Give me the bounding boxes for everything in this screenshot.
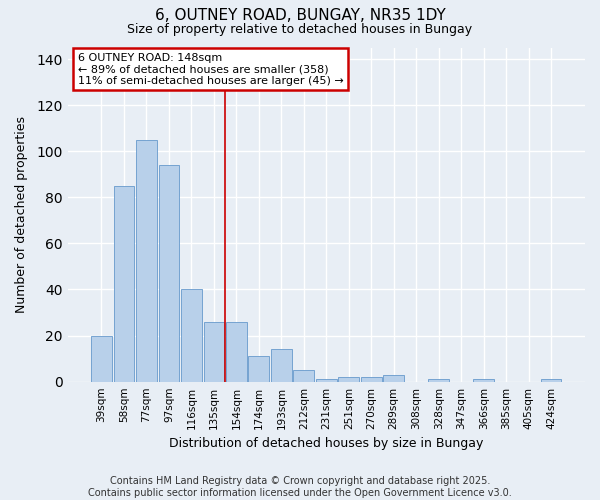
X-axis label: Distribution of detached houses by size in Bungay: Distribution of detached houses by size …: [169, 437, 484, 450]
Bar: [383, 375, 404, 382]
Bar: [203, 322, 224, 382]
Text: 6 OUTNEY ROAD: 148sqm
← 89% of detached houses are smaller (358)
11% of semi-det: 6 OUTNEY ROAD: 148sqm ← 89% of detached …: [78, 52, 344, 86]
Bar: [473, 380, 494, 382]
Text: Size of property relative to detached houses in Bungay: Size of property relative to detached ho…: [127, 22, 473, 36]
Bar: [541, 380, 562, 382]
Bar: [226, 322, 247, 382]
Text: Contains HM Land Registry data © Crown copyright and database right 2025.
Contai: Contains HM Land Registry data © Crown c…: [88, 476, 512, 498]
Bar: [361, 377, 382, 382]
Bar: [136, 140, 157, 382]
Bar: [428, 380, 449, 382]
Bar: [91, 336, 112, 382]
Bar: [271, 350, 292, 382]
Bar: [316, 380, 337, 382]
Y-axis label: Number of detached properties: Number of detached properties: [15, 116, 28, 313]
Bar: [113, 186, 134, 382]
Bar: [293, 370, 314, 382]
Text: 6, OUTNEY ROAD, BUNGAY, NR35 1DY: 6, OUTNEY ROAD, BUNGAY, NR35 1DY: [155, 8, 445, 22]
Bar: [248, 356, 269, 382]
Bar: [338, 377, 359, 382]
Bar: [181, 290, 202, 382]
Bar: [158, 165, 179, 382]
